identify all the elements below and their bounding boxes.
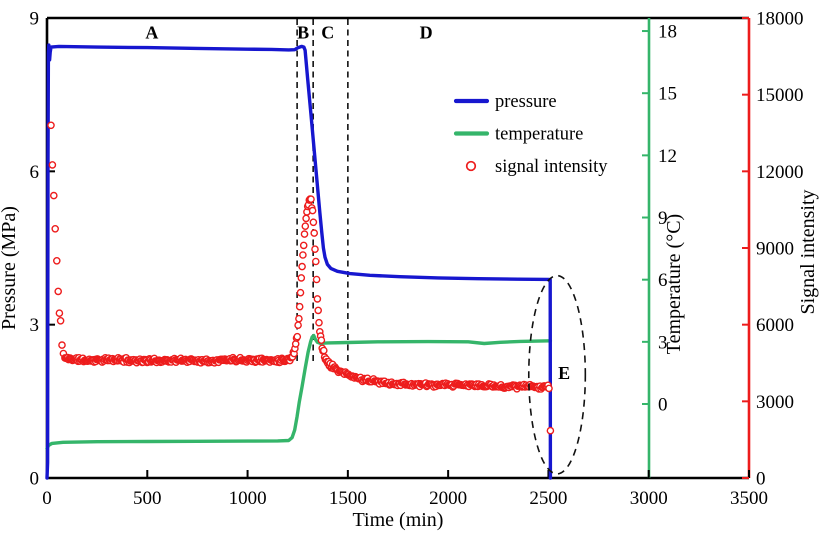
signal-point xyxy=(299,251,307,259)
region-boundary-lines xyxy=(296,19,349,363)
region-label-C: C xyxy=(321,22,334,42)
signal-point xyxy=(311,257,320,266)
x-tick-label: 2000 xyxy=(429,488,467,509)
x-tick-label: 3500 xyxy=(730,488,768,509)
temperature-tick-label: 12 xyxy=(658,146,677,167)
signal-point xyxy=(302,214,310,223)
signal-point xyxy=(307,195,315,203)
signal-point xyxy=(309,218,318,227)
signal-point xyxy=(299,241,308,250)
signal-point xyxy=(55,309,64,318)
signal-point xyxy=(301,222,310,230)
region-label-A: A xyxy=(145,22,158,42)
x-tick-label: 1000 xyxy=(229,488,267,509)
signal-axis-title: Signal intensity xyxy=(797,190,819,315)
legend-label-2: signal intensity xyxy=(495,157,608,177)
x-tick-label: 500 xyxy=(133,488,162,509)
signal-point xyxy=(295,302,304,311)
signal-tick-label: 3000 xyxy=(756,392,794,413)
x-tick-label: 1500 xyxy=(329,488,367,509)
signal-point xyxy=(312,275,321,284)
legend-label-1: temperature xyxy=(495,125,583,145)
signal-point xyxy=(296,288,305,297)
x-tick-label: 0 xyxy=(42,488,52,509)
signal-tick-label: 6000 xyxy=(756,315,794,336)
dissociation-ellipse xyxy=(527,274,587,475)
pressure-tick-label: 9 xyxy=(30,9,40,30)
signal-point xyxy=(545,384,553,393)
signal-point xyxy=(56,316,65,325)
signal-point xyxy=(310,229,319,237)
x-axis-title: Time (min) xyxy=(353,509,444,531)
temperature-tick-label: 3 xyxy=(658,332,668,353)
annotations: A B C D E xyxy=(145,22,587,475)
pressure-tick-label: 0 xyxy=(30,469,40,490)
signal-point xyxy=(308,206,317,215)
signal-point xyxy=(47,121,55,130)
signal-point xyxy=(294,321,302,330)
signal-point xyxy=(54,287,63,296)
pressure-tick-label: 3 xyxy=(30,315,40,336)
axes: 0 500 1000 1500 2000 2500 3000 3500036903691215… xyxy=(30,9,804,510)
signal-point xyxy=(317,336,326,345)
data-series xyxy=(45,43,555,480)
temperature-tick-label: 18 xyxy=(658,22,677,43)
region-label-E: E xyxy=(558,363,570,383)
signal-point xyxy=(546,426,555,435)
signal-point xyxy=(297,274,306,282)
temperature-axis-title: Temperature (°C) xyxy=(663,214,685,354)
signal-point xyxy=(50,191,58,200)
region-label-B: B xyxy=(297,22,309,42)
temperature-curve xyxy=(45,333,553,451)
legend-label-0: pressure xyxy=(495,92,557,112)
temperature-tick-label: 6 xyxy=(658,270,668,291)
region-label-D: D xyxy=(420,22,433,42)
signal-tick-label: 15000 xyxy=(756,85,804,106)
pressure-curve xyxy=(45,43,553,480)
signal-point xyxy=(51,224,60,233)
signal-point xyxy=(58,341,66,349)
x-tick-label: 3000 xyxy=(630,488,668,509)
signal-tick-label: 18000 xyxy=(756,9,804,30)
legend: pressure temperature signal intensity xyxy=(453,92,608,177)
pressure-axis-title: Pressure (MPa) xyxy=(0,206,20,330)
signal-scatter xyxy=(47,121,555,435)
signal-point xyxy=(295,314,303,323)
signal-tick-label: 0 xyxy=(756,469,766,490)
signal-point xyxy=(48,161,57,169)
signal-point xyxy=(293,332,302,341)
signal-point xyxy=(311,245,319,253)
signal-point xyxy=(300,230,309,238)
temperature-tick-label: 0 xyxy=(658,395,668,416)
legend-marker-2 xyxy=(465,160,477,172)
temperature-tick-label: 9 xyxy=(658,208,668,229)
signal-point xyxy=(53,256,61,265)
x-tick-label: 2500 xyxy=(529,488,567,509)
signal-point xyxy=(314,306,323,315)
signal-tick-label: 12000 xyxy=(756,162,804,183)
pressure-tick-label: 6 xyxy=(30,162,40,183)
signal-point xyxy=(298,262,306,271)
signal-point xyxy=(313,295,322,303)
signal-point xyxy=(319,346,328,355)
temperature-tick-label: 15 xyxy=(658,84,677,105)
signal-point xyxy=(315,318,323,327)
signal-tick-label: 9000 xyxy=(756,239,794,260)
